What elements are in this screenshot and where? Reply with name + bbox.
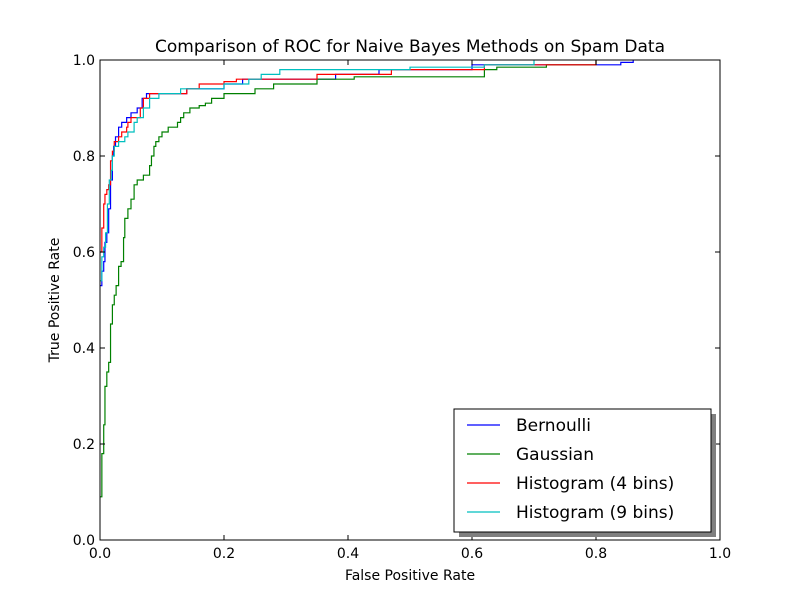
legend-label-1: Gaussian xyxy=(516,445,594,465)
legend-label-0: Bernoulli xyxy=(516,416,591,436)
y-tick-label: 1.0 xyxy=(73,53,95,69)
legend-items: Bernoulli Gaussian Histogram (4 bins) Histo… xyxy=(467,416,674,523)
series-line-3 xyxy=(100,60,535,282)
x-tick-label: 1.0 xyxy=(709,546,731,562)
chart-title: Comparison of ROC for Naive Bayes Method… xyxy=(155,37,665,57)
series-line-2 xyxy=(100,60,597,253)
legend-label-3: Histogram (9 bins) xyxy=(516,503,674,523)
y-tick-label: 0.4 xyxy=(73,341,95,357)
y-tick-label: 0.0 xyxy=(73,533,95,549)
x-tick-label: 0.6 xyxy=(461,546,483,562)
series-layer xyxy=(100,60,634,498)
ticks-layer: 0.0 0.2 0.4 0.6 0.8 1.0 0.0 0.2 0.4 0.6 0.8 1.0 xyxy=(73,53,731,562)
x-axis-label: False Positive Rate xyxy=(345,568,475,584)
x-tick-label: 0.4 xyxy=(337,546,359,562)
x-tick-label: 0.8 xyxy=(585,546,607,562)
plot-frame xyxy=(99,59,721,541)
x-tick-label: 0.0 xyxy=(89,546,111,562)
y-tick-label: 0.2 xyxy=(73,437,95,453)
legend: Bernoulli Gaussian Histogram (4 bins) Histo… xyxy=(453,408,716,537)
series-line-1 xyxy=(100,60,597,498)
x-tick-label: 0.2 xyxy=(213,546,235,562)
legend-label-2: Histogram (4 bins) xyxy=(516,474,674,494)
y-axis-label: True Positive Rate xyxy=(47,238,63,364)
y-tick-label: 0.6 xyxy=(73,245,95,261)
y-tick-label: 0.8 xyxy=(73,149,95,165)
